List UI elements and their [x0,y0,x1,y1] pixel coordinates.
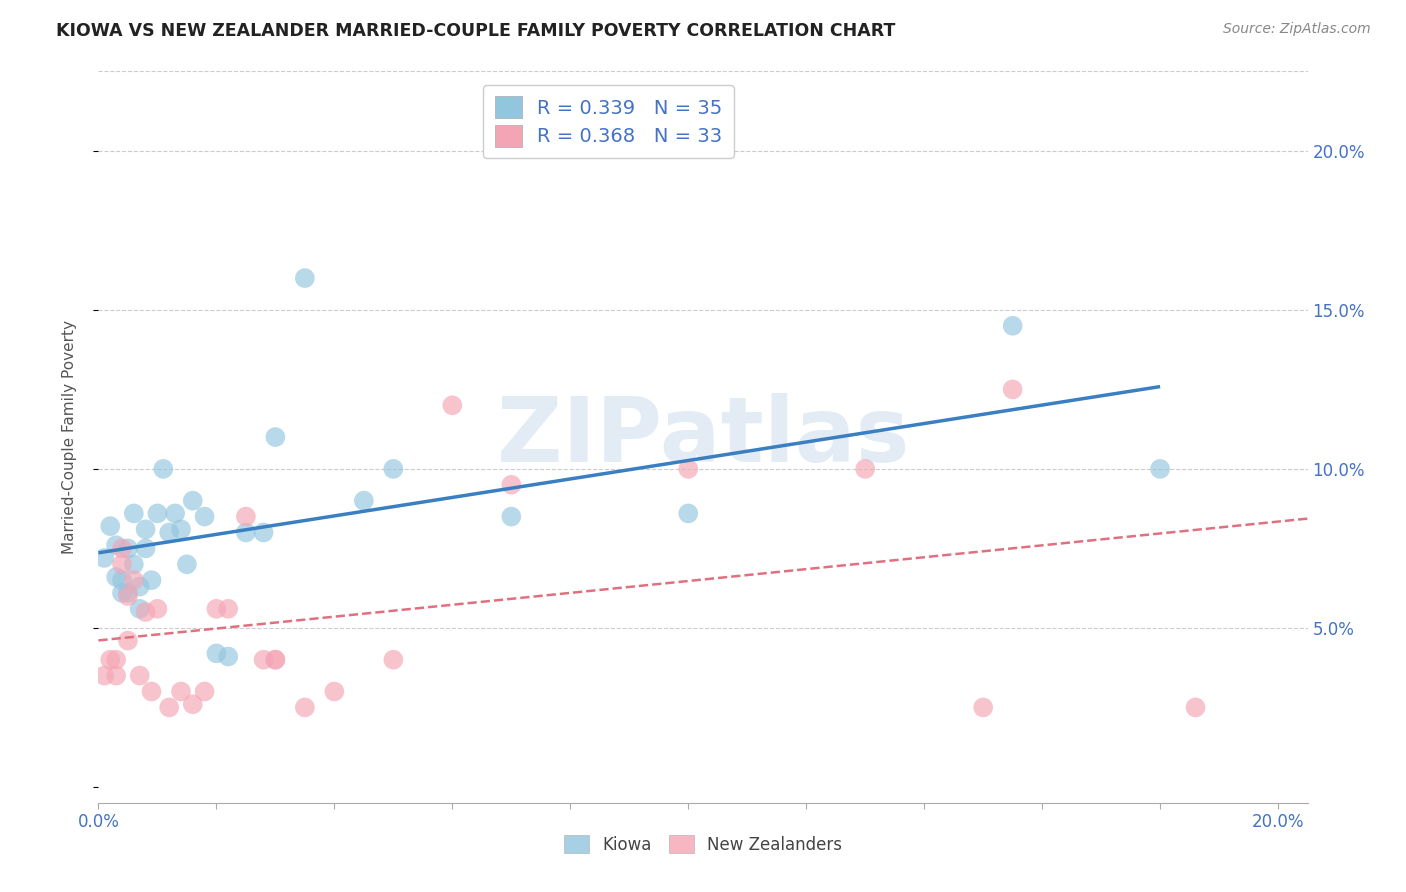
Point [217,602,239,616]
Point [181,493,204,508]
Point [972,700,994,714]
Point [294,271,316,285]
Point [194,509,217,524]
Point [135,541,157,556]
Point [170,684,193,698]
Point [122,558,145,572]
Point [323,684,346,698]
Text: Source: ZipAtlas.com: Source: ZipAtlas.com [1223,22,1371,37]
Point [678,462,700,476]
Point [117,586,139,600]
Point [235,509,257,524]
Point [117,633,139,648]
Point [264,430,287,444]
Point [1149,462,1171,476]
Point [853,462,876,476]
Point [264,653,287,667]
Point [93,668,115,682]
Point [111,541,134,556]
Point [157,700,180,714]
Point [165,507,187,521]
Point [141,684,163,698]
Point [252,653,274,667]
Point [194,684,217,698]
Point [441,398,464,412]
Text: KIOWA VS NEW ZEALANDER MARRIED-COUPLE FAMILY POVERTY CORRELATION CHART: KIOWA VS NEW ZEALANDER MARRIED-COUPLE FA… [56,22,896,40]
Point [128,602,150,616]
Point [128,668,150,682]
Point [111,573,134,587]
Point [678,507,700,521]
Point [170,522,193,536]
Text: ZIPatlas: ZIPatlas [496,393,910,481]
Point [128,580,150,594]
Point [117,541,139,556]
Point [501,477,523,491]
Point [501,509,523,524]
Point [294,700,316,714]
Point [252,525,274,540]
Point [205,602,228,616]
Point [264,653,287,667]
Point [111,558,134,572]
Point [111,586,134,600]
Point [105,668,128,682]
Point [122,573,145,587]
Point [146,602,169,616]
Point [105,653,128,667]
Point [205,646,228,660]
Point [122,507,145,521]
Point [353,493,375,508]
Point [117,589,139,603]
Point [157,525,180,540]
Point [98,653,121,667]
Point [152,462,174,476]
Point [382,462,405,476]
Point [176,558,198,572]
Point [1001,383,1024,397]
Point [141,573,163,587]
Y-axis label: Married-Couple Family Poverty: Married-Couple Family Poverty [62,320,77,554]
Legend: Kiowa, New Zealanders: Kiowa, New Zealanders [558,829,848,860]
Point [105,538,128,552]
Point [235,525,257,540]
Point [382,653,405,667]
Point [1001,318,1024,333]
Point [98,519,121,533]
Point [146,507,169,521]
Point [181,697,204,711]
Point [135,522,157,536]
Point [135,605,157,619]
Point [1184,700,1206,714]
Point [217,649,239,664]
Point [105,570,128,584]
Point [93,550,115,565]
